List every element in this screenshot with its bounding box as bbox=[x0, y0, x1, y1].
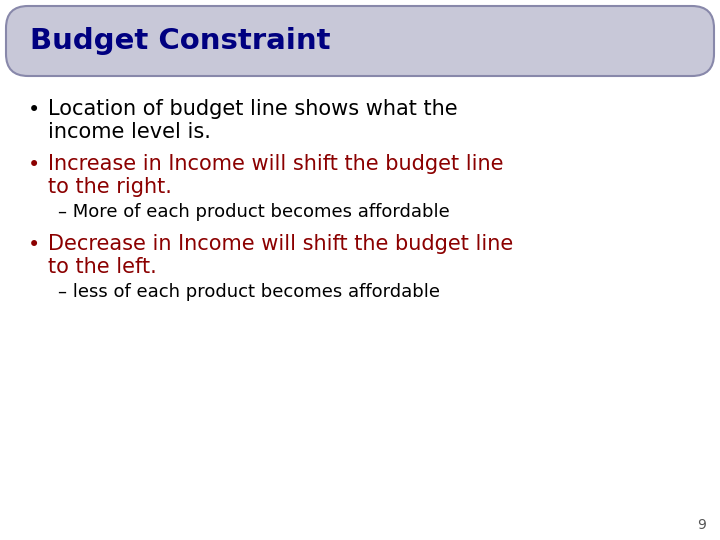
Text: – less of each product becomes affordable: – less of each product becomes affordabl… bbox=[58, 283, 440, 301]
Text: Location of budget line shows what the: Location of budget line shows what the bbox=[48, 99, 458, 119]
Text: •: • bbox=[28, 100, 40, 120]
Text: 9: 9 bbox=[697, 518, 706, 532]
Text: to the right.: to the right. bbox=[48, 177, 172, 197]
Text: – More of each product becomes affordable: – More of each product becomes affordabl… bbox=[58, 203, 450, 221]
Text: Budget Constraint: Budget Constraint bbox=[30, 27, 330, 55]
Text: Decrease in Income will shift the budget line: Decrease in Income will shift the budget… bbox=[48, 234, 513, 254]
Text: income level is.: income level is. bbox=[48, 122, 211, 142]
Text: Increase in Income will shift the budget line: Increase in Income will shift the budget… bbox=[48, 154, 503, 174]
FancyBboxPatch shape bbox=[6, 6, 714, 76]
Text: •: • bbox=[28, 155, 40, 175]
Text: to the left.: to the left. bbox=[48, 257, 157, 277]
Text: •: • bbox=[28, 235, 40, 255]
